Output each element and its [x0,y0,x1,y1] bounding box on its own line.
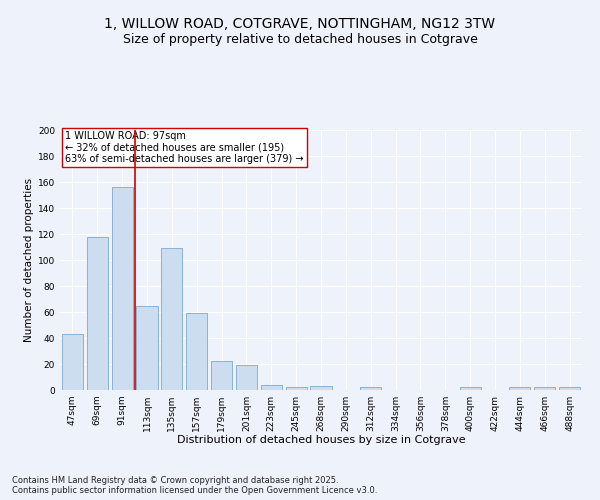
Bar [509,388,530,390]
Bar [136,306,158,390]
Bar [310,386,332,390]
Bar [460,388,481,390]
Bar [534,388,555,390]
Bar [161,248,182,390]
Text: 1, WILLOW ROAD, COTGRAVE, NOTTINGHAM, NG12 3TW: 1, WILLOW ROAD, COTGRAVE, NOTTINGHAM, NG… [104,18,496,32]
Bar [186,314,207,390]
Bar [211,362,232,390]
X-axis label: Distribution of detached houses by size in Cotgrave: Distribution of detached houses by size … [176,436,466,446]
Bar [62,334,83,390]
Bar [261,385,282,390]
Bar [87,236,108,390]
Bar [236,366,257,390]
Bar [360,388,381,390]
Bar [559,388,580,390]
Text: Size of property relative to detached houses in Cotgrave: Size of property relative to detached ho… [122,32,478,46]
Text: 1 WILLOW ROAD: 97sqm
← 32% of detached houses are smaller (195)
63% of semi-deta: 1 WILLOW ROAD: 97sqm ← 32% of detached h… [65,132,304,164]
Text: Contains HM Land Registry data © Crown copyright and database right 2025.
Contai: Contains HM Land Registry data © Crown c… [12,476,377,495]
Bar [286,388,307,390]
Bar [112,187,133,390]
Y-axis label: Number of detached properties: Number of detached properties [24,178,34,342]
